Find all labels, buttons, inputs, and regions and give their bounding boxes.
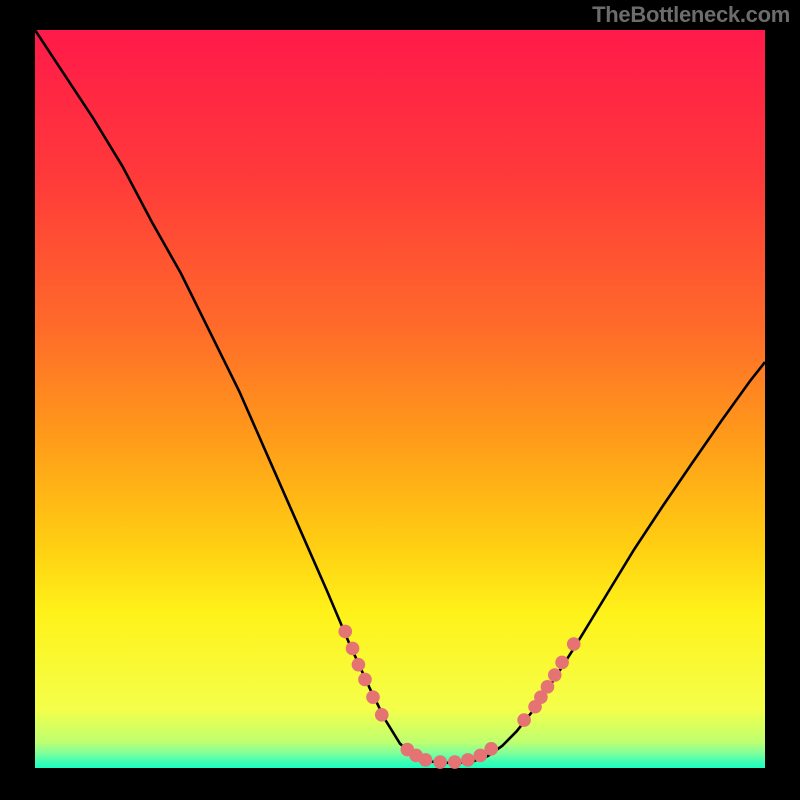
data-point bbox=[433, 755, 447, 769]
data-point bbox=[555, 656, 569, 670]
data-point bbox=[461, 753, 475, 767]
data-point bbox=[517, 713, 531, 727]
data-point bbox=[541, 680, 555, 694]
data-point bbox=[338, 625, 352, 639]
data-point bbox=[366, 690, 380, 704]
data-point bbox=[358, 673, 372, 687]
data-point bbox=[567, 637, 581, 651]
data-point bbox=[346, 642, 360, 656]
data-point bbox=[375, 708, 389, 722]
data-point bbox=[352, 658, 366, 672]
curve-dots bbox=[338, 625, 580, 769]
plot-area bbox=[35, 30, 765, 768]
chart-svg bbox=[35, 30, 765, 768]
data-point bbox=[484, 742, 498, 756]
data-point bbox=[419, 753, 433, 767]
bottleneck-curve bbox=[35, 30, 765, 763]
data-point bbox=[548, 668, 562, 682]
watermark-text: TheBottleneck.com bbox=[592, 2, 790, 28]
data-point bbox=[448, 755, 462, 769]
chart-outer: TheBottleneck.com bbox=[0, 0, 800, 800]
